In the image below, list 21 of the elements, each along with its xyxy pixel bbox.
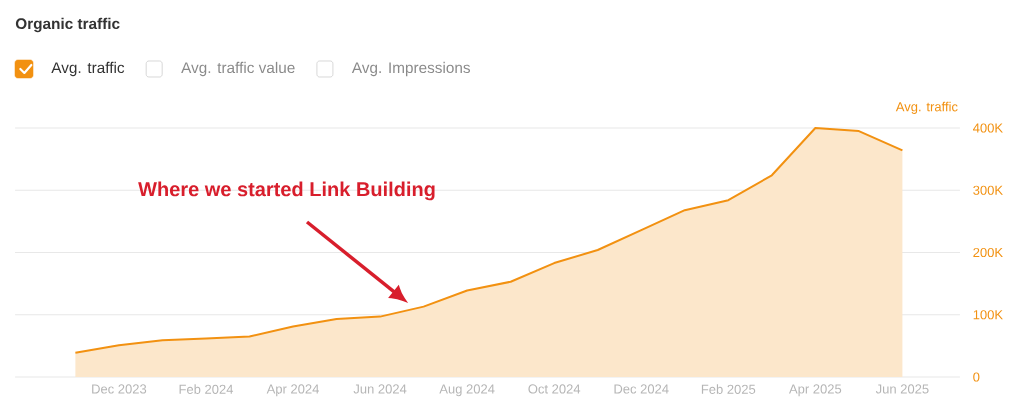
chart-title: Organic traffic xyxy=(15,17,120,33)
y-axis-title: Avg. traffic xyxy=(895,101,958,114)
y-tick-label: 0 xyxy=(973,372,980,382)
y-tick-label: 100K xyxy=(973,310,1003,320)
x-tick-label: Jun 2025 xyxy=(875,384,929,394)
text: Avg. traffic value xyxy=(181,61,295,77)
y-tick-label: 400K xyxy=(973,123,1003,133)
x-tick-label: Aug 2024 xyxy=(439,384,495,397)
annotation: Where we started Link Building xyxy=(138,181,435,201)
legend-label: Avg. traffic xyxy=(51,61,125,77)
x-tick-label: Dec 2024 xyxy=(614,384,669,394)
x-tick-label: Apr 2024 xyxy=(266,384,320,397)
text: Avg. Impressions xyxy=(351,61,471,77)
y-tick-label: 300K xyxy=(973,185,1003,195)
x-tick-label: Apr 2025 xyxy=(788,384,842,397)
x-tick-label: Jun 2024 xyxy=(353,384,407,394)
x-tick-label: Dec 2023 xyxy=(92,384,147,394)
x-tick-label: Feb 2024 xyxy=(179,384,234,394)
x-tick-label: Feb 2025 xyxy=(701,384,756,394)
y-tick-label: 200K xyxy=(973,247,1003,258)
x-tick-label: Oct 2024 xyxy=(528,384,581,394)
